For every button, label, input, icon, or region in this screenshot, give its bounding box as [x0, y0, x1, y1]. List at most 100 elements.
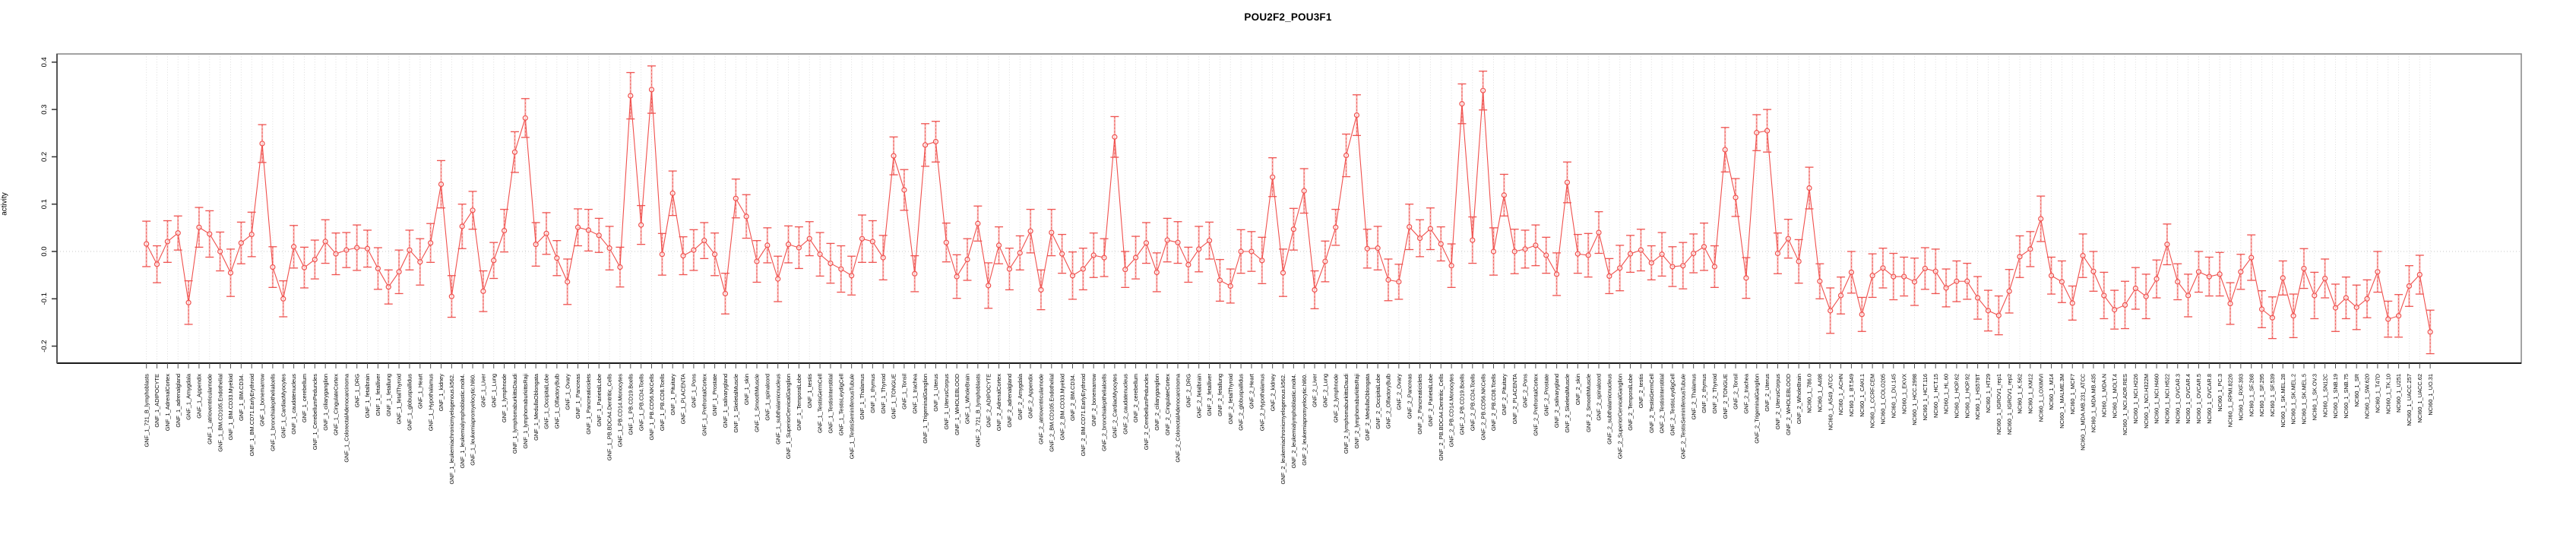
x-tick-label: NCI60_1_786.0 [1806, 374, 1813, 413]
x-tick-label: GNF_2_TestisLeydigCell [1669, 374, 1676, 436]
x-tick-label: NCI60_1_ACHN [1837, 374, 1844, 415]
x-tick-label: GNF_2_SkeletalMuscle [1564, 374, 1571, 433]
data-point [1596, 229, 1602, 236]
data-point [2353, 304, 2359, 311]
x-tick-label: NCI60_1_OVCAR.3 [2174, 374, 2181, 424]
data-point [1448, 263, 1454, 269]
x-tick-label: GNF_2_BM.CD105.Endothelial [1048, 374, 1055, 452]
x-tick-label: GNF_2_Tonsil [1733, 374, 1739, 409]
x-tick-label: NCI60_1_T47D [2375, 374, 2381, 413]
data-point [1375, 245, 1381, 251]
x-tick-label: GNF_2_leukemiachronicmyelogenous.k562. [1280, 374, 1286, 484]
data-point [1132, 255, 1139, 261]
x-tick-label: GNF_1_testis [806, 374, 813, 408]
data-point [932, 138, 939, 145]
x-tick-label: NCI60_1_HOP.92 [1964, 374, 1970, 419]
data-point [1480, 87, 1486, 93]
data-point [1701, 244, 1707, 250]
data-point [2396, 313, 2402, 319]
data-point [1227, 283, 1233, 289]
data-point [1554, 271, 1560, 277]
data-point [1427, 226, 1434, 232]
data-point [1175, 239, 1181, 245]
x-tick-label: GNF_1_Pancreas [574, 374, 581, 419]
data-point [2017, 254, 2023, 260]
x-tick-label: NCI60_1_NCI.H522 [2164, 374, 2171, 424]
x-tick-label: GNF_2_thymus [1701, 374, 1707, 413]
data-point [1796, 258, 1802, 264]
x-tick-label: NCI60_1_SK.MEL.5 [2301, 374, 2308, 425]
x-tick-label: GNF_2_ParietalLobe [1427, 374, 1434, 426]
data-point [1080, 266, 1086, 272]
x-tick-label: GNF_2_CerebellumPeduncles [1143, 374, 1150, 451]
data-point [333, 251, 339, 257]
x-tick-label: NCI60_1_UO.31 [2427, 374, 2434, 416]
x-tick-label: GNF_2_PB.CD8.Tcells [1490, 374, 1497, 431]
x-tick-label: GNF_1_PB.BDCA4.Dentritic_Cells [606, 374, 613, 460]
x-tick-label: GNF_2_bronchialepithelialcells [1101, 374, 1108, 451]
data-point [2038, 216, 2044, 222]
x-tick-label: NCI60_1_HT29 [1985, 374, 1992, 413]
data-point [144, 241, 150, 247]
data-point [1743, 275, 1749, 281]
data-point [554, 255, 560, 261]
x-tick-label: GNF_2_Hypothalamus [1258, 374, 1265, 431]
x-tick-label: GNF_1_TestisInterstitial [828, 374, 834, 434]
data-point [270, 264, 276, 270]
data-point [1490, 248, 1497, 255]
data-point [2227, 300, 2233, 307]
x-tick-label: GNF_1_ciliaryganglion [322, 374, 329, 431]
x-tick-label: GNF_1_UterusCorpus [943, 374, 950, 430]
data-point [470, 207, 476, 213]
x-tick-label: GNF_2_PB.CD4.Tcells [1469, 374, 1476, 431]
x-tick-label: GNF_1_trachea [911, 373, 918, 413]
data-point [912, 270, 918, 277]
x-tick-label: NCI60_1_MDA.MB.231_ATCC [2080, 373, 2087, 451]
data-point [1017, 250, 1023, 256]
data-point [2006, 288, 2012, 294]
data-point [2322, 275, 2328, 282]
data-point [1985, 308, 1992, 314]
x-tick-label: GNF_2_BM.CD34. [1069, 374, 1076, 421]
data-point [1774, 250, 1781, 257]
x-tick-label: GNF_2_ciliaryganglion [1154, 374, 1160, 431]
x-tick-label: GNF_1_PB.CD56.NKCells [648, 374, 655, 441]
data-point [2027, 246, 2033, 252]
x-tick-label: NCI60_1_SF.295 [2258, 374, 2265, 416]
data-point [722, 290, 729, 297]
data-point [2069, 300, 2075, 306]
data-point [1343, 152, 1350, 159]
x-tick-label: NCI60_1_SN12C [2321, 373, 2328, 417]
x-tick-label: GNF_2_lymphnode [1332, 374, 1339, 422]
data-point [375, 265, 381, 272]
x-tick-label: GNF_2_caudatenucleus [1122, 374, 1128, 435]
x-tick-label: GNF_1_PB.CD14.Monocytes [617, 374, 624, 447]
x-tick-label: GNF_1_leukemiachronicmyelogenous.k562. [448, 374, 455, 484]
x-tick-label: GNF_2_BM.CD71.EarlyErythroid [1080, 374, 1087, 456]
x-tick-label: GNF_2_kidney [1269, 374, 1276, 412]
data-point [501, 227, 508, 234]
data-point [1333, 224, 1339, 230]
data-point [2195, 269, 2202, 275]
data-point [2132, 285, 2138, 292]
x-tick-label: GNF_1_WHOLEBLOOD [954, 374, 960, 435]
x-tick-label: GNF_2_fetallung [1217, 374, 1223, 416]
x-tick-label: NCI60_1_MDA.MB.435 [2090, 374, 2097, 432]
data-point [1533, 242, 1539, 248]
x-tick-label: GNF_2_ColorectalAdenocarcinoma [1175, 373, 1182, 463]
x-tick-label: NCI60_1_PC.3 [2217, 374, 2223, 412]
data-point [606, 245, 612, 251]
data-point [796, 245, 802, 251]
data-point [1217, 277, 1223, 283]
x-tick-label: GNF_1_ColorectalAdenocarcinoma [343, 373, 350, 463]
x-tick-label: NCI60_1_RPMI.8226 [2227, 374, 2234, 427]
x-tick-label: GNF_2_Thalamus [1690, 374, 1697, 420]
data-point [1511, 248, 1517, 255]
data-point [1280, 270, 1286, 276]
data-point [343, 247, 350, 253]
data-point [775, 276, 781, 282]
data-point [1143, 240, 1150, 246]
x-tick-label: GNF_1_lymphomaburkittsDaudi [511, 374, 518, 454]
data-point [680, 253, 686, 259]
